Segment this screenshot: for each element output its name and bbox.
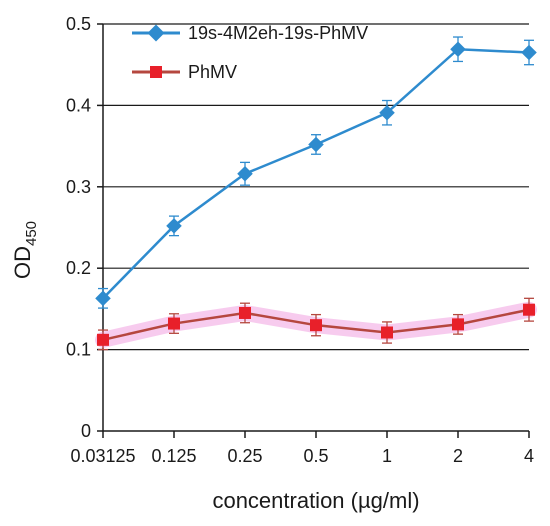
y-tick-label-1: 0.1: [66, 340, 91, 360]
y-tick-label-4: 0.4: [66, 95, 91, 115]
x-tick-label-5: 2: [453, 446, 463, 466]
y-axis-title: OD450: [10, 221, 40, 279]
x-tick-label-3: 0.5: [303, 446, 328, 466]
legend: 19s-4M2eh-19s-PhMV PhMV: [132, 23, 368, 82]
x-tick-label-6: 4: [524, 446, 534, 466]
legend-marker-series-2: [150, 66, 162, 78]
x-axis-ticks: 0.03125 0.125 0.25 0.5 1 2 4: [70, 431, 534, 466]
y-tick-label-2: 0.2: [66, 258, 91, 278]
series-2-point-0: [97, 333, 109, 346]
x-tick-label-0: 0.03125: [70, 446, 135, 466]
x-tick-label-4: 1: [382, 446, 392, 466]
series-2: [95, 297, 537, 351]
x-axis-title: concentration (µg/ml): [212, 488, 419, 513]
series-2-point-6: [523, 303, 535, 316]
legend-entry-series-1: 19s-4M2eh-19s-PhMV: [132, 23, 368, 43]
series-1-point-2: [237, 165, 253, 182]
y-axis-ticks: 0 0.1 0.2 0.3 0.4 0.5: [66, 14, 103, 441]
y-tick-label-5: 0.5: [66, 14, 91, 34]
series-2-point-1: [168, 317, 180, 330]
series-2-point-5: [452, 318, 464, 331]
series-2-point-4: [381, 326, 393, 339]
y-axis-title-main: OD: [10, 246, 35, 279]
legend-label-series-2: PhMV: [188, 62, 237, 82]
legend-entry-series-2: PhMV: [132, 62, 237, 82]
gridlines: [103, 23, 529, 351]
x-tick-label-1: 0.125: [151, 446, 196, 466]
series-layer: [95, 36, 537, 351]
y-tick-label-0: 0: [81, 421, 91, 441]
y-tick-label-3: 0.3: [66, 177, 91, 197]
series-1-point-1: [166, 218, 182, 234]
series-2-point-2: [239, 306, 251, 319]
axes: [102, 24, 529, 432]
series-1-point-3: [308, 136, 324, 153]
series-1-point-6: [521, 44, 537, 61]
x-tick-label-2: 0.25: [227, 446, 262, 466]
legend-label-series-1: 19s-4M2eh-19s-PhMV: [188, 23, 368, 43]
legend-marker-series-1: [147, 24, 165, 42]
series-2-point-3: [310, 319, 322, 332]
y-axis-title-subscript: 450: [23, 221, 40, 246]
series-1-line: [102, 47, 530, 300]
